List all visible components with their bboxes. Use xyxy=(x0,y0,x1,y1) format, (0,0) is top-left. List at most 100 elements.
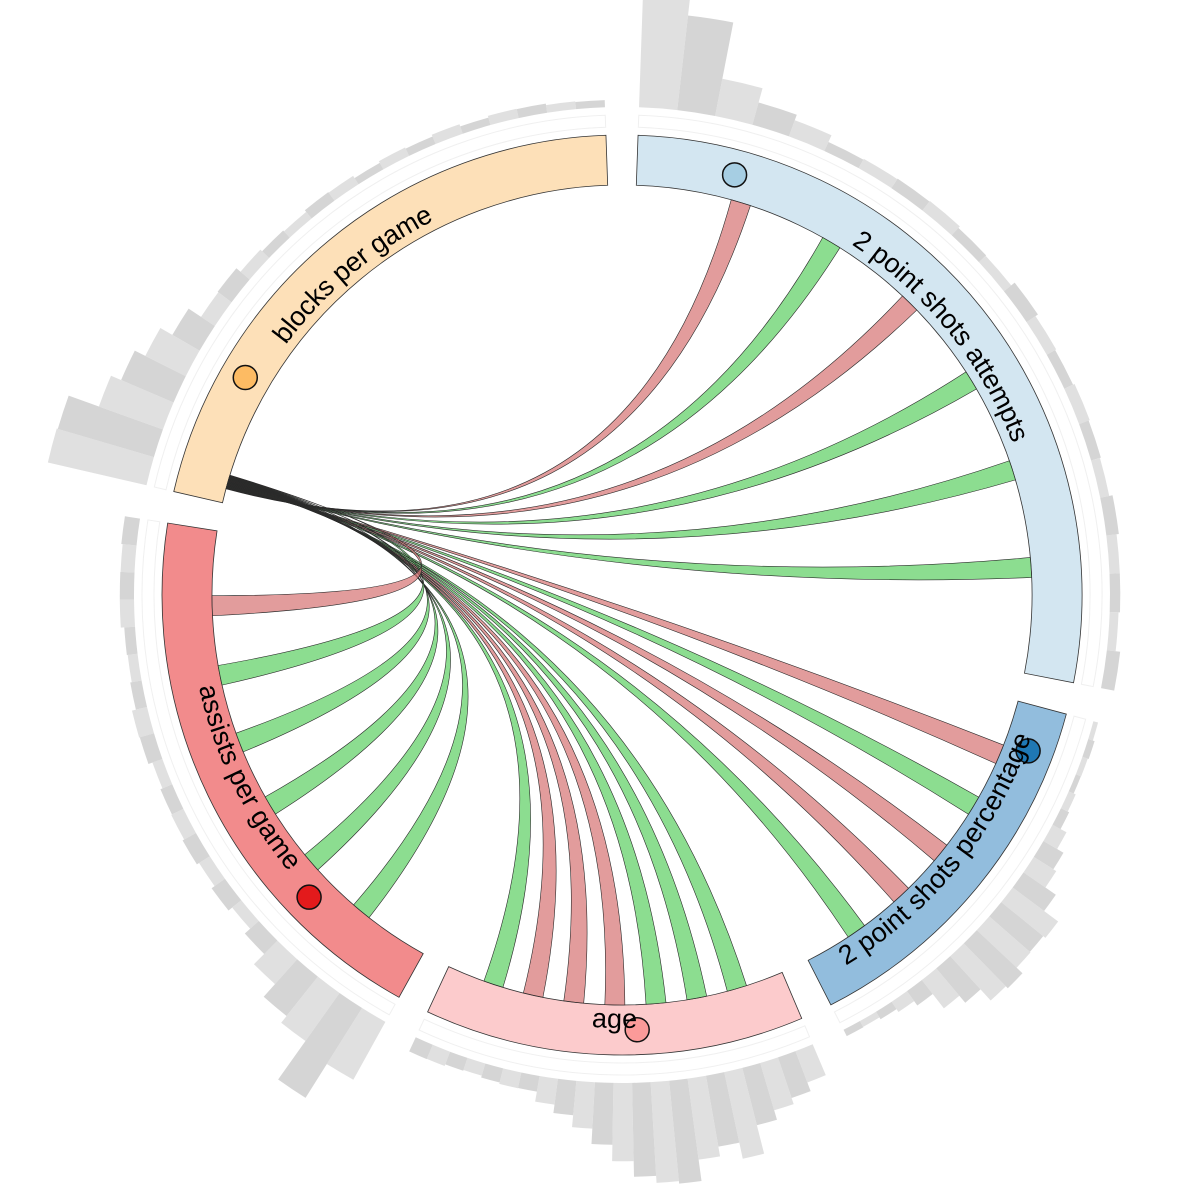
histogram-bar xyxy=(535,1075,558,1105)
link-negative[interactable] xyxy=(211,474,422,617)
histogram-bar xyxy=(232,900,259,929)
histogram-bar xyxy=(875,1001,897,1020)
histogram-bar xyxy=(217,268,250,303)
histogram-bar xyxy=(124,626,138,655)
histogram-bar xyxy=(1106,612,1119,652)
histogram-bar xyxy=(553,1078,577,1116)
segment-marker-bpg xyxy=(232,364,259,391)
histogram-bar xyxy=(132,707,154,738)
link-positive[interactable] xyxy=(228,477,469,919)
histogram-bar xyxy=(906,980,933,1006)
histogram-bar xyxy=(639,0,690,111)
histogram-bar xyxy=(182,832,210,865)
link-negative[interactable] xyxy=(225,199,751,512)
link-positive[interactable] xyxy=(227,481,747,992)
histogram-bar xyxy=(518,1072,540,1092)
histogram-bar xyxy=(121,516,141,546)
histogram-bar xyxy=(1064,383,1090,425)
histogram-bar xyxy=(152,758,173,789)
marker-layer xyxy=(232,162,1041,1043)
histogram-bar xyxy=(121,350,186,403)
segment-label-text: age xyxy=(591,1003,637,1034)
link-positive[interactable] xyxy=(226,483,980,815)
link-positive[interactable] xyxy=(228,477,451,871)
histogram-bar xyxy=(172,308,215,351)
histogram-bar xyxy=(200,292,232,326)
histogram-bar xyxy=(119,599,136,628)
histogram-bar xyxy=(650,1080,679,1183)
histogram-bar xyxy=(304,192,335,219)
histogram-bar xyxy=(572,1080,595,1129)
link-negative[interactable] xyxy=(225,295,918,518)
segment-apg[interactable] xyxy=(161,522,424,998)
link-positive[interactable] xyxy=(225,237,841,514)
segment-marker-2pa xyxy=(721,162,748,188)
histogram-bar xyxy=(936,956,981,1003)
histogram-bar xyxy=(1100,495,1119,536)
outer-ring-arc xyxy=(153,114,607,491)
segment-bpg[interactable] xyxy=(173,134,609,504)
histogram-bar xyxy=(47,428,154,486)
histogram-bar xyxy=(1003,282,1038,323)
outer-ring-arc xyxy=(637,114,1103,688)
outer-ring-arc xyxy=(141,519,396,1016)
link-positive[interactable] xyxy=(226,460,1016,540)
histogram-bar xyxy=(788,120,832,151)
histogram-bar xyxy=(989,902,1044,952)
histogram-bar xyxy=(354,162,384,185)
link-layer xyxy=(211,199,1032,1006)
histogram-bar xyxy=(891,178,930,211)
histogram-bar xyxy=(1106,534,1120,574)
histogram-bar xyxy=(326,1008,386,1080)
histogram-bar xyxy=(487,108,519,126)
segment-age[interactable] xyxy=(427,966,803,1056)
histogram-bar xyxy=(1026,316,1057,355)
histogram-bar xyxy=(705,1072,740,1147)
histogram-bar xyxy=(278,992,363,1098)
histogram-bar xyxy=(612,1082,634,1162)
histogram-bar xyxy=(1079,420,1101,461)
histogram-bar xyxy=(978,255,1012,292)
histogram-bar xyxy=(145,327,200,377)
histogram-bar xyxy=(463,1057,486,1076)
histogram-bar xyxy=(1023,856,1057,888)
histogram-bar xyxy=(98,375,174,430)
link-positive[interactable] xyxy=(217,475,425,686)
histogram-bar xyxy=(262,230,290,258)
histogram-bar xyxy=(171,808,196,840)
histogram-bar xyxy=(843,1021,864,1037)
segment-marker-age xyxy=(624,1016,650,1043)
link-negative[interactable] xyxy=(227,482,909,903)
histogram-bar xyxy=(253,940,298,985)
link-positive[interactable] xyxy=(226,485,1032,581)
histogram-bar xyxy=(669,1078,702,1184)
segment-marker-2pp xyxy=(1015,738,1041,764)
segment-2pp[interactable] xyxy=(807,700,1067,1006)
histogram-bar xyxy=(1060,791,1076,812)
outer-ring-arc xyxy=(833,715,1087,1024)
link-positive[interactable] xyxy=(226,371,977,525)
histogram-bar xyxy=(460,117,491,134)
histogram-bar xyxy=(858,158,898,189)
histogram-bar xyxy=(976,916,1031,968)
histogram-bar xyxy=(426,1044,451,1067)
histogram-bar xyxy=(950,943,1006,1001)
histogram-bar xyxy=(1033,841,1064,870)
segment-layer xyxy=(161,134,1083,1056)
histogram-bar xyxy=(1046,349,1074,389)
segment-label-age: age xyxy=(591,1003,637,1034)
histogram-bar xyxy=(481,1063,504,1083)
histogram-bar xyxy=(57,395,163,458)
histogram-bar xyxy=(859,1011,880,1027)
histogram-bar xyxy=(575,100,605,110)
histogram-bar xyxy=(199,856,225,887)
histogram-bar xyxy=(120,544,137,573)
histogram-bar xyxy=(922,200,960,236)
histogram-bar xyxy=(724,1067,765,1159)
histogram-bar xyxy=(677,15,734,116)
segment-2pa[interactable] xyxy=(635,134,1083,684)
histogram-bar xyxy=(409,1037,433,1060)
histogram-bar xyxy=(1043,824,1067,849)
histogram-bar xyxy=(378,147,410,170)
histogram-bar xyxy=(591,1082,614,1145)
